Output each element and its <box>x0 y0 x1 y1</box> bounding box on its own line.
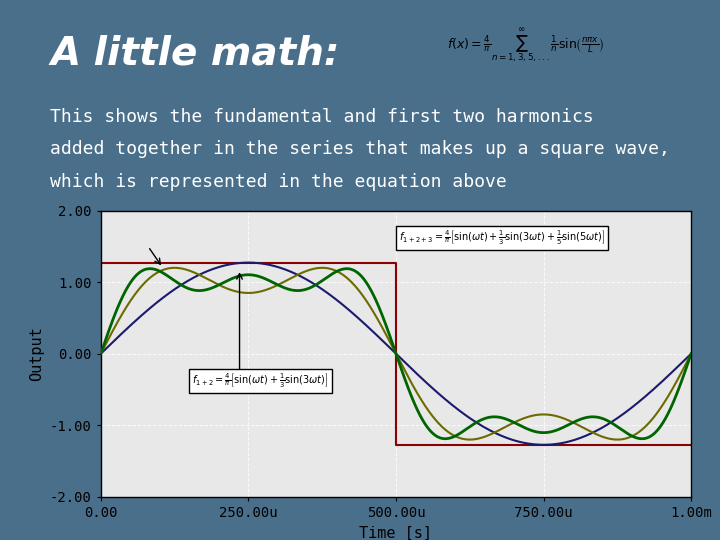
X-axis label: Time [s]: Time [s] <box>359 525 433 540</box>
Text: A little math:: A little math: <box>50 34 340 72</box>
Y-axis label: Output: Output <box>30 326 45 381</box>
Text: $f(x) = \frac{4}{\pi}\sum_{n=1,3,5,...}^{\infty}\frac{1}{n}\sin\!\left(\frac{n\p: $f(x) = \frac{4}{\pi}\sum_{n=1,3,5,...}^… <box>447 26 604 65</box>
Text: added together in the series that makes up a square wave,: added together in the series that makes … <box>50 140 670 158</box>
Text: $f_{1+2+3}=\frac{4}{\pi}\left[\sin(\omega t)+\frac{1}{3}\sin(3\omega t)+\frac{1}: $f_{1+2+3}=\frac{4}{\pi}\left[\sin(\omeg… <box>399 228 606 247</box>
Text: This shows the fundamental and first two harmonics: This shows the fundamental and first two… <box>50 108 594 126</box>
Text: which is represented in the equation above: which is represented in the equation abo… <box>50 173 507 191</box>
Text: $f_{1+2}=\frac{4}{\pi}\left[\sin(\omega t)+\frac{1}{3}\sin(3\omega t)\right]$: $f_{1+2}=\frac{4}{\pi}\left[\sin(\omega … <box>192 372 329 390</box>
